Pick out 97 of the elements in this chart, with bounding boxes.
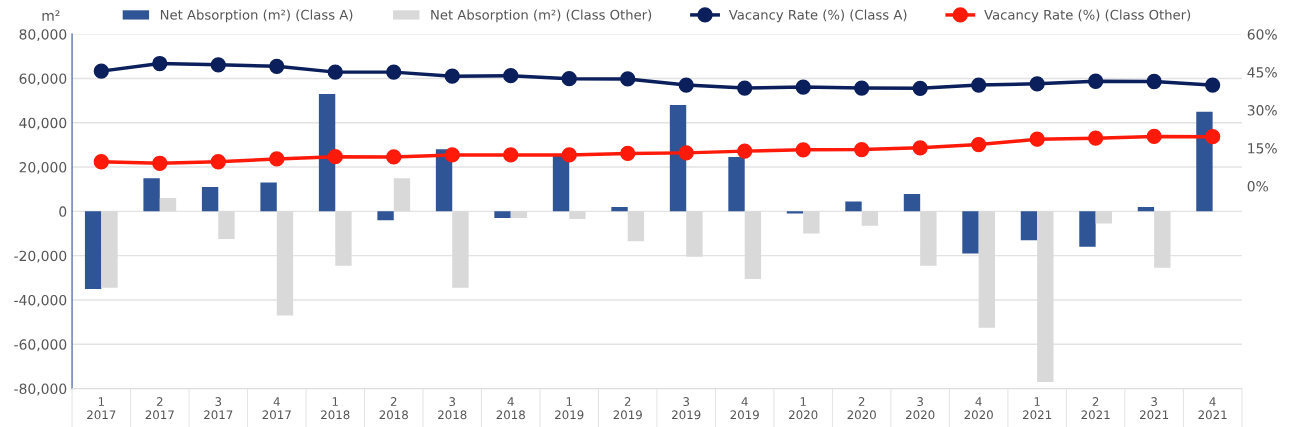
y2-tick-label: 60% [1247,29,1277,40]
y2-tick-label: 0% [1247,181,1269,192]
y-tick-label: 40,000 [19,117,67,130]
point [269,151,285,167]
x-tick-label: 1 2017 [87,397,116,420]
bar [903,194,921,212]
legend-label: Vacancy Rate (%) (Class Other) [984,9,1191,23]
point [854,141,870,158]
x-tick-label: 1 2021 [1023,397,1052,420]
bar [962,211,979,254]
point [210,57,226,73]
x-tick-label: 2 2019 [613,397,642,420]
x-tick-label: 3 2017 [204,397,233,420]
point [503,68,519,84]
bar [377,211,394,221]
y-axis-title: m² [42,10,60,21]
x-tick-label: 1 2019 [555,397,584,420]
bar [845,201,862,212]
bar [728,157,745,212]
y-tick-label: 0 [59,206,67,217]
point [1088,73,1104,89]
x-tick-label: 1 2018 [321,397,350,420]
point [152,155,168,171]
x-tick-label: 3 2019 [672,397,701,420]
point [444,147,460,163]
point [386,149,402,165]
bar [84,211,102,289]
x-tick-label: 4 2021 [1198,397,1227,420]
x-tick-label: 2 2021 [1081,397,1110,420]
bar [669,105,687,212]
y2-tick-label: 45% [1247,67,1277,78]
point [678,77,694,93]
y-tick-label: -60,000 [14,339,67,352]
y-tick-label: -40,000 [14,294,67,307]
legend-label: Net Absorption (m²) (Class Other) [431,9,652,23]
bar [786,211,804,214]
x-tick-label: 2 2018 [379,397,408,420]
point [93,154,109,170]
point [327,149,343,165]
point [1204,77,1221,93]
x-tick-label: 3 2021 [1139,397,1169,420]
y-tick-label: -20,000 [14,250,67,263]
bar [143,178,160,212]
point [210,154,226,170]
point [678,145,694,161]
point [620,145,636,162]
x-tick-label: 4 2020 [964,397,993,420]
point [152,55,168,72]
x-tick-label: 4 2018 [496,397,525,420]
point [912,140,928,156]
point [503,147,519,163]
point [1204,129,1221,145]
x-tick-label: 2 2020 [847,397,876,420]
point [1146,128,1162,145]
bar [260,182,277,212]
point [386,64,402,80]
x-tick-label: 1 2020 [789,397,818,420]
point [737,143,753,159]
point [737,80,753,96]
point [269,58,285,74]
bar [1196,111,1213,212]
y-tick-label: 20,000 [19,162,67,174]
bar [1079,211,1096,247]
point [1088,130,1104,146]
x-tick-label: 3 2018 [438,397,467,420]
legend-label: Vacancy Rate (%) (Class A) [728,9,907,23]
point [912,80,928,96]
point [93,63,109,79]
bar [201,187,219,212]
bar [552,155,570,212]
legend-label: Net Absorption (m²) (Class A) [160,9,353,23]
bar [494,211,511,219]
x-tick-label: 3 2020 [906,397,935,420]
y2-tick-label: 15% [1248,143,1277,154]
x-tick-label: 4 2019 [730,397,759,420]
point [971,77,987,93]
point [1029,76,1045,92]
point [561,71,577,87]
bar [318,93,336,212]
point [795,79,811,95]
point [795,142,811,158]
point [854,80,870,96]
y2-tick-label: 30% [1247,105,1277,116]
y-tick-label: 80,000 [19,29,67,42]
point [620,71,636,87]
point [327,64,343,80]
point [1146,73,1162,90]
x-tick-label: 4 2017 [262,397,291,420]
y-tick-label: 60,000 [19,73,67,86]
point [561,147,577,163]
y-tick-label: -80,000 [14,383,67,396]
point [971,136,987,153]
bar [611,206,628,212]
x-tick-label: 2 2017 [145,397,174,420]
point [444,68,460,84]
bar [1020,211,1038,241]
point [1029,131,1045,147]
